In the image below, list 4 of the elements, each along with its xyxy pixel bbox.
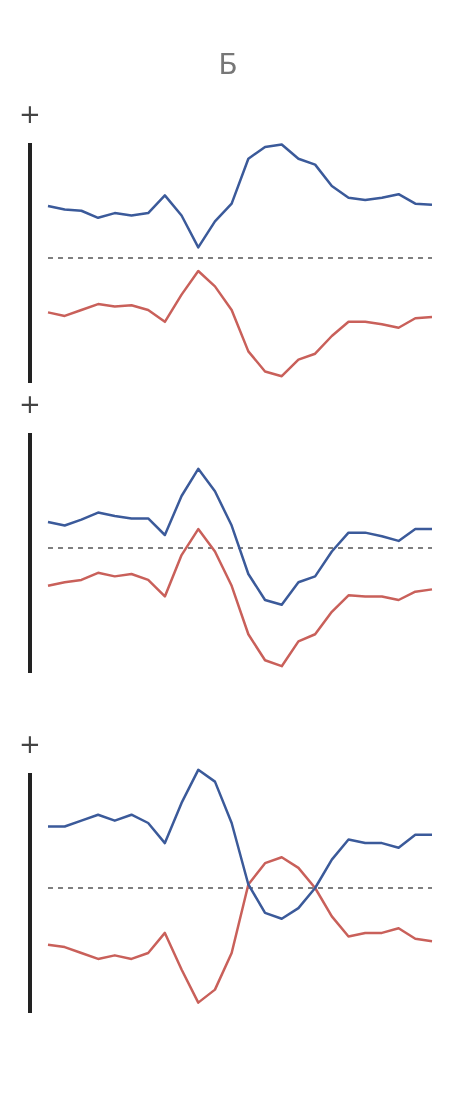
text: + xyxy=(19,98,41,129)
text: + xyxy=(19,728,41,759)
text: + xyxy=(19,388,41,419)
chart-title: Б xyxy=(217,48,239,83)
